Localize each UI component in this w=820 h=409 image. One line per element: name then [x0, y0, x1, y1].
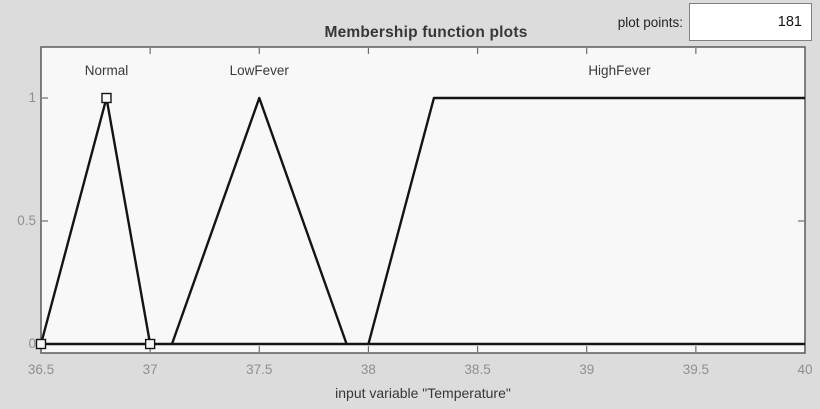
x-axis-label: input variable "Temperature": [335, 385, 511, 401]
x-tick-label: 40: [797, 362, 813, 377]
x-tick-label: 36.5: [27, 362, 55, 377]
x-tick-label: 38.5: [464, 362, 491, 377]
x-tick-label: 37.5: [246, 362, 273, 377]
mf-label-highfever: HighFever: [588, 63, 651, 78]
mf-handle-normal[interactable]: [35, 338, 47, 350]
mf-label-normal: Normal: [84, 63, 129, 78]
chart-title: Membership function plots: [324, 24, 528, 41]
mf-handle-normal[interactable]: [101, 92, 112, 104]
mf-label-lowfever: LowFever: [229, 63, 289, 78]
y-tick-label: 0.5: [17, 213, 36, 228]
plot-points-input[interactable]: [689, 3, 812, 41]
y-tick-label: 1: [28, 90, 36, 105]
x-tick-label: 39: [579, 362, 595, 377]
mf-curve-highfever[interactable]: [367, 96, 805, 345]
mf-handle-normal[interactable]: [144, 338, 156, 350]
mf-curve-lowfever[interactable]: [170, 96, 348, 345]
x-tick-label: 38: [360, 362, 376, 377]
x-tick-label: 37: [142, 362, 158, 377]
y-tick-label: 0: [28, 336, 36, 351]
plot-area: [40, 46, 806, 354]
x-tick-label: 39.5: [682, 362, 709, 377]
plot-points-label: plot points:: [617, 15, 683, 30]
